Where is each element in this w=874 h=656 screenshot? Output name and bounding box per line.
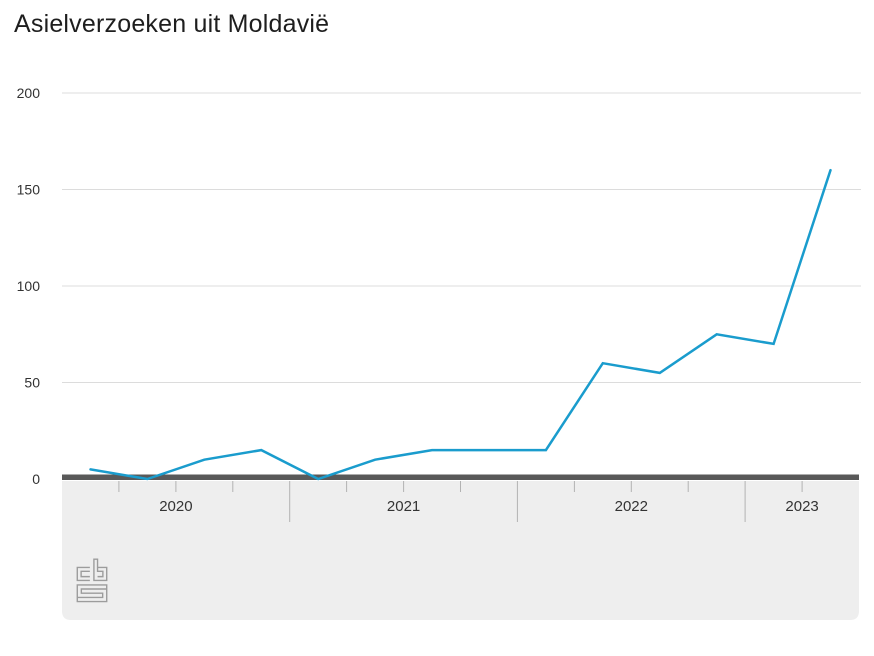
y-axis-label: 100 (17, 278, 41, 294)
x-axis-year-label: 2022 (615, 498, 648, 515)
y-axis-label: 0 (32, 471, 40, 487)
x-axis-year-label: 2023 (785, 498, 818, 515)
y-axis-label: 200 (17, 85, 41, 101)
x-axis-year-label: 2021 (387, 498, 420, 515)
chart-title: Asielverzoeken uit Moldavië (14, 10, 330, 38)
x-axis-band (62, 481, 859, 620)
y-axis-label: 50 (24, 375, 40, 391)
cbs-logo-s (76, 584, 108, 603)
cbs-logo-c (76, 566, 90, 582)
cbs-logo (76, 558, 108, 603)
y-axis-label: 150 (17, 182, 41, 198)
data-line-asielverzoeken (89, 168, 832, 481)
cbs-logo-b (93, 558, 108, 582)
x-axis-line (62, 474, 859, 480)
x-axis-year-label: 2020 (159, 498, 192, 515)
